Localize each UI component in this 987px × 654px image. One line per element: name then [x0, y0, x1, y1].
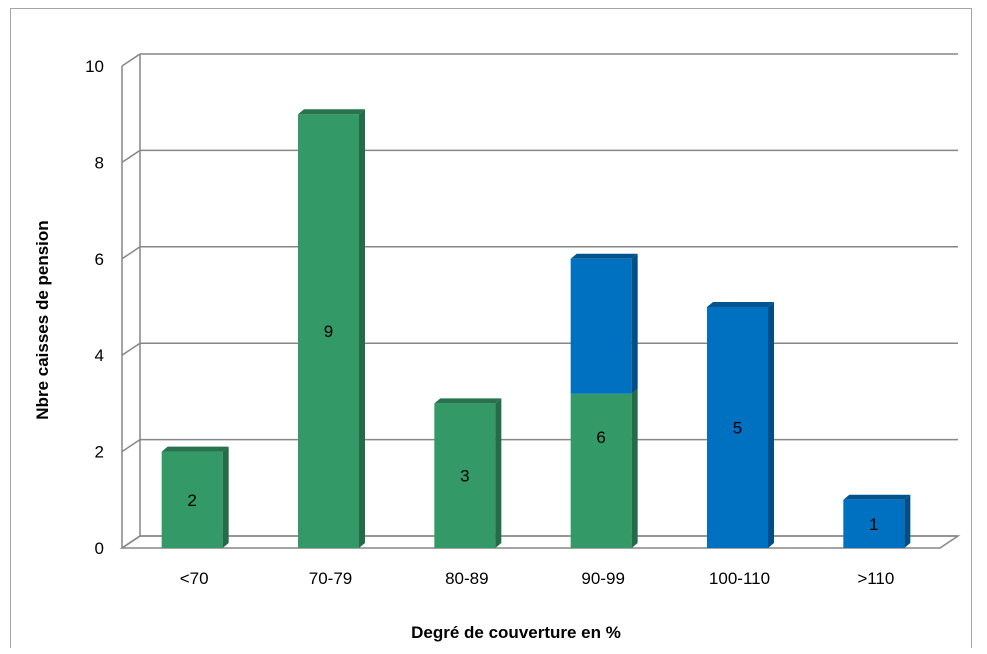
y-tick-label: 0: [95, 539, 104, 558]
y-tick-label: 6: [95, 250, 104, 269]
x-tick-label: >110: [857, 569, 894, 588]
bar-top: [843, 494, 911, 500]
x-tick-label: 80-89: [445, 569, 488, 588]
x-tick-label: 70-79: [309, 569, 352, 588]
data-labels: 2 9 3 6 5 1: [187, 322, 878, 534]
data-label: 1: [869, 515, 878, 534]
bar-top: [298, 109, 365, 115]
gridlines: [119, 53, 961, 549]
bar-top: [707, 302, 774, 307]
bar-side: [904, 494, 911, 548]
floor: [119, 535, 961, 549]
gridline-side: [121, 53, 141, 67]
bar-top: [570, 253, 638, 259]
bar-segment: [707, 307, 768, 548]
data-label: 5: [733, 419, 742, 438]
x-axis-title: Degré de couverture en %: [411, 623, 621, 642]
data-label: 2: [187, 491, 196, 510]
gridline-side: [121, 246, 141, 260]
data-label: 3: [460, 467, 469, 486]
bar-top: [161, 446, 229, 452]
y-axis-title: Nbre caisses de pension: [33, 220, 52, 419]
bar-side: [222, 446, 229, 548]
bar-side: [768, 302, 774, 548]
data-label: 6: [596, 428, 605, 447]
data-label: 9: [324, 322, 333, 341]
bar-segment: [570, 393, 632, 548]
x-tick-label: <70: [180, 569, 209, 588]
bars: [161, 109, 911, 548]
bar-top: [434, 398, 502, 404]
y-tick-label: 10: [85, 57, 104, 76]
bar-segment: [161, 451, 223, 548]
x-tick-label: 100-110: [709, 569, 770, 588]
bar-segment: [843, 499, 905, 548]
x-tick-label: 90-99: [581, 569, 624, 588]
bar-side: [631, 388, 638, 548]
bar-side: [631, 253, 638, 394]
x-tick-labels: <70 70-79 80-89 90-99 100-110 >110: [180, 569, 895, 588]
gridline-side: [121, 149, 141, 164]
gridline-side: [121, 342, 141, 356]
bar-segment: [570, 258, 632, 394]
bar-side: [359, 109, 365, 548]
y-tick-label: 4: [95, 346, 104, 365]
bar-segment: [434, 403, 496, 548]
bar-side: [495, 398, 502, 548]
y-tick-label: 2: [95, 443, 104, 462]
bar-segment: [298, 114, 359, 548]
y-tick-labels: 0 2 4 6 8 10: [85, 57, 104, 558]
gridline-side: [121, 438, 141, 453]
y-tick-label: 8: [95, 153, 104, 172]
